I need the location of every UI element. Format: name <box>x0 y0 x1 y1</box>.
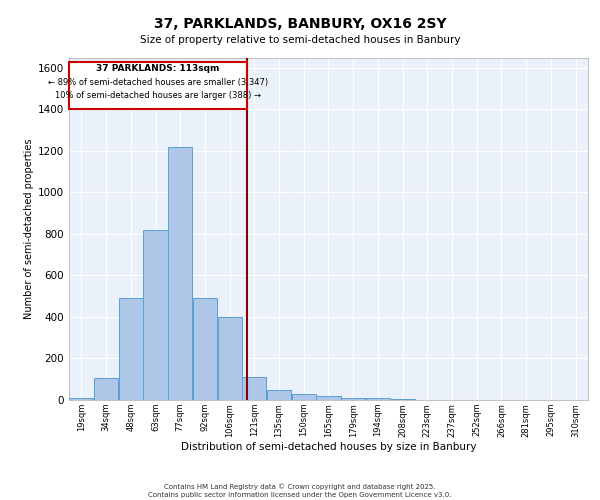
Bar <box>242 377 266 400</box>
Bar <box>316 396 341 400</box>
Bar <box>218 317 242 400</box>
Bar <box>168 147 193 400</box>
Text: 37 PARKLANDS: 113sqm: 37 PARKLANDS: 113sqm <box>97 64 220 73</box>
Y-axis label: Number of semi-detached properties: Number of semi-detached properties <box>24 138 34 319</box>
Text: ← 89% of semi-detached houses are smaller (3,347): ← 89% of semi-detached houses are smalle… <box>48 78 268 86</box>
Text: Size of property relative to semi-detached houses in Banbury: Size of property relative to semi-detach… <box>140 35 460 45</box>
X-axis label: Distribution of semi-detached houses by size in Banbury: Distribution of semi-detached houses by … <box>181 442 476 452</box>
Bar <box>143 230 167 400</box>
Text: 10% of semi-detached houses are larger (388) →: 10% of semi-detached houses are larger (… <box>55 92 261 100</box>
Text: 37, PARKLANDS, BANBURY, OX16 2SY: 37, PARKLANDS, BANBURY, OX16 2SY <box>154 18 446 32</box>
Bar <box>341 398 365 400</box>
Bar <box>267 390 291 400</box>
FancyBboxPatch shape <box>69 62 247 110</box>
Bar <box>292 394 316 400</box>
Bar <box>94 378 118 400</box>
Bar <box>391 399 415 400</box>
Bar <box>69 398 94 400</box>
Bar <box>119 298 143 400</box>
Bar <box>366 398 390 400</box>
Text: Contains HM Land Registry data © Crown copyright and database right 2025.
Contai: Contains HM Land Registry data © Crown c… <box>148 484 452 498</box>
Bar <box>193 298 217 400</box>
